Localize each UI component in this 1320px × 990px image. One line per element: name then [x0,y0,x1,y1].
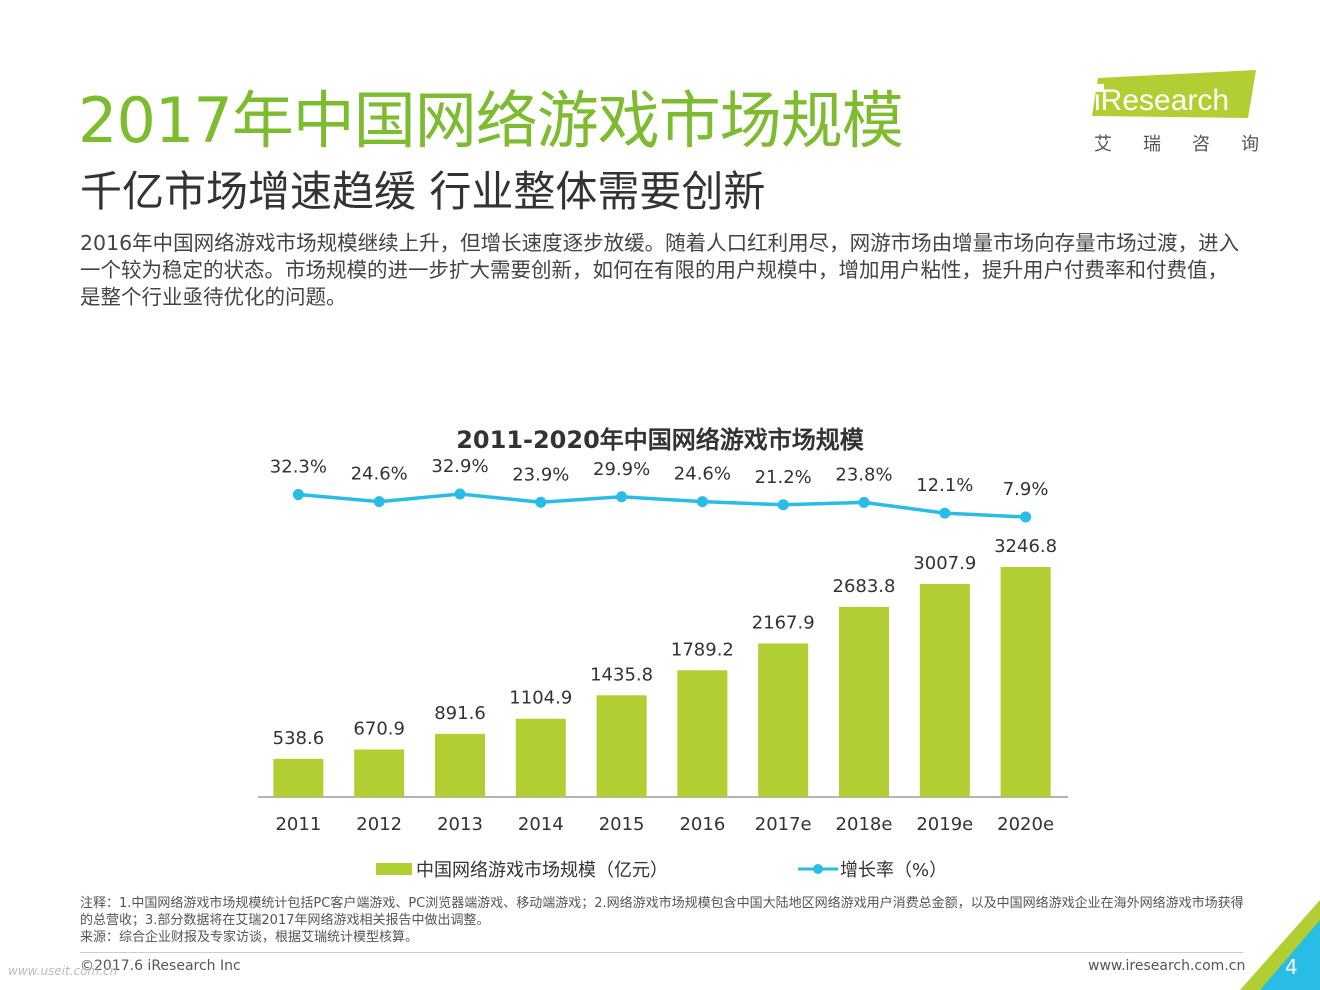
growth-rate-point [696,496,708,508]
bar [596,695,647,797]
note-text: 注释：1.中国网络游戏市场规模统计包括PC客户端游戏、PC浏览器端游戏、移动端游… [80,896,1244,928]
growth-rate-point [777,499,789,511]
bar [354,749,405,797]
legend-label-growth-rate: 增长率（%） [840,860,948,881]
footer-divider [80,952,1243,953]
growth-rate-point [939,507,951,519]
growth-rate-label: 12.1% [916,475,973,496]
bar-value-label: 2683.8 [833,576,896,597]
growth-rate-label: 24.6% [674,464,731,485]
bar-value-label: 1104.9 [509,688,572,709]
logo-chinese-name: 艾瑞咨询 [1094,134,1290,155]
corner-decoration [1240,900,1320,990]
x-tick-label: 2011 [275,814,321,835]
bar [758,643,809,797]
watermark: www.useit.com.cn [8,964,118,978]
growth-rate-label: 23.9% [512,464,569,485]
bar-value-label: 670.9 [353,718,405,739]
growth-rate-label: 32.9% [431,456,488,477]
growth-rate-point [616,491,628,503]
growth-rate-label: 23.8% [835,464,892,485]
source-text: 来源：综合企业财报及专家访谈，根据艾瑞统计模型核算。 [80,930,419,945]
x-tick-label: 2020e [997,814,1054,835]
growth-rate-line [298,492,1026,519]
x-tick-label: 2012 [356,814,402,835]
x-tick-label: 2015 [599,814,645,835]
x-tick-label: 2016 [679,814,725,835]
growth-rate-label: 24.6% [351,464,408,485]
x-tick-label: 2018e [836,814,893,835]
chart-legend: 中国网络游戏市场规模（亿元） 增长率（%） [376,856,947,882]
bar-value-label: 1789.2 [671,639,734,660]
bar-value-label: 2167.9 [752,612,815,633]
chart-title: 2011-2020年中国网络游戏市场规模 [456,426,864,454]
growth-rate-point [454,488,466,500]
iresearch-logo: iResearch [1092,70,1256,118]
page-title: 2017年中国网络游戏市场规模 [78,84,904,157]
bar-value-label: 891.6 [434,703,486,724]
bar [839,606,889,797]
copyright: ©2017.6 iResearch Inc [80,958,241,974]
x-tick-label: 2013 [437,814,483,835]
growth-rate-point [373,496,385,508]
bar [677,670,728,797]
bar-value-label: 1435.8 [590,664,653,685]
legend-line-swatch [798,864,838,874]
chart-notes: 注释：1.中国网络游戏市场规模统计包括PC客户端游戏、PC浏览器端游戏、移动端游… [80,895,1250,946]
bar-value-label: 3246.8 [994,536,1057,557]
bar [515,718,566,797]
growth-rate-label: 29.9% [593,459,650,480]
x-tick-label: 2017e [755,814,812,835]
bar [435,733,485,797]
intro-paragraph: 2016年中国网络游戏市场规模继续上升，但增长速度逐步放缓。随着人口红利用尽，网… [80,231,1240,309]
bar-value-label: 538.6 [273,728,325,749]
growth-rate-label: 21.2% [755,467,812,488]
legend-label-market-size: 中国网络游戏市场规模（亿元） [416,860,668,881]
growth-rate-label: 7.9% [1003,479,1049,500]
x-tick-label: 2014 [518,814,564,835]
legend-bar-swatch [376,863,412,875]
growth-rate-point [292,489,304,501]
bar-value-label: 3007.9 [913,553,976,574]
website-link[interactable]: www.iresearch.com.cn [1088,958,1246,974]
page-number: 4 [1285,955,1298,979]
growth-rate-point [858,496,870,508]
growth-rate-label: 32.3% [270,457,327,478]
legend-item-growth-rate: 增长率（%） [798,856,947,882]
bar [919,583,970,797]
growth-rate-point [535,496,547,508]
bar [1000,567,1051,797]
page-subtitle: 千亿市场增速趋缓 行业整体需要创新 [80,167,766,216]
legend-item-market-size: 中国网络游戏市场规模（亿元） [376,856,668,882]
x-tick-label: 2019e [916,814,973,835]
bar [273,758,324,797]
growth-rate-point [1020,511,1032,523]
logo-text: iResearch [1094,84,1229,117]
